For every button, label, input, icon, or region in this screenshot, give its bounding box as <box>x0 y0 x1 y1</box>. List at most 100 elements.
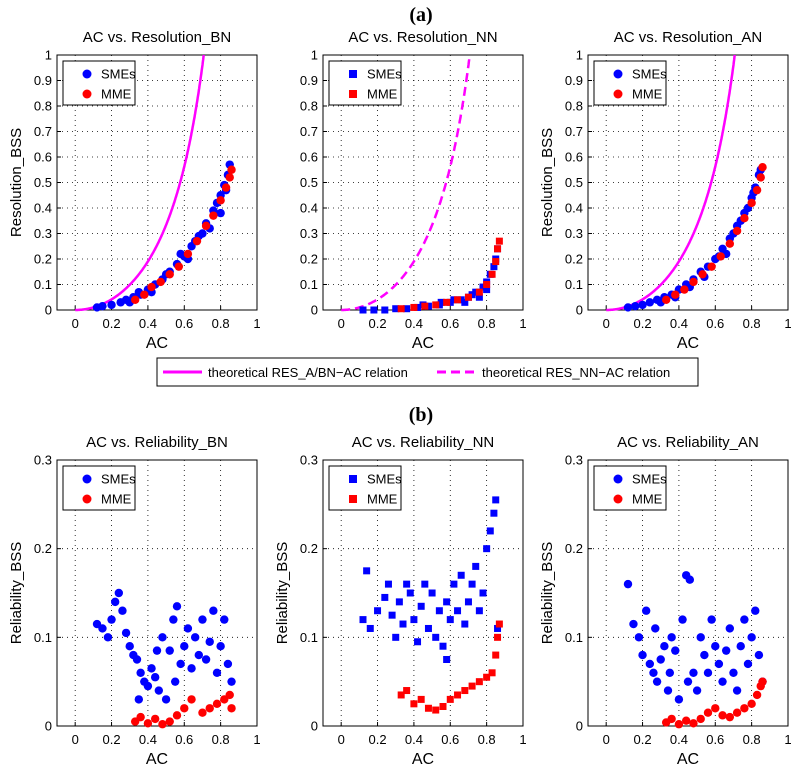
theory-legend-box <box>156 357 699 387</box>
data-point <box>143 719 153 728</box>
data-point <box>475 288 483 296</box>
y-tick-label: 0 <box>45 303 52 318</box>
data-point <box>198 229 207 238</box>
data-point <box>223 659 233 669</box>
data-point <box>490 263 498 271</box>
legend-box <box>593 60 667 106</box>
chart-legend: SMEs MME <box>593 465 667 511</box>
data-point <box>692 686 702 695</box>
data-point <box>439 702 447 710</box>
data-point <box>395 598 403 606</box>
data-point <box>752 690 762 700</box>
data-point <box>468 291 476 299</box>
legend-label: SMEs <box>367 67 402 82</box>
data-point <box>457 296 465 304</box>
x-axis-label: AC <box>146 751 168 768</box>
y-tick-label: 0.3 <box>300 453 318 468</box>
x-tick-label: 0.8 <box>478 316 496 331</box>
y-axis-label: Reliability_BSS <box>8 542 25 645</box>
data-point <box>667 714 676 724</box>
data-point <box>671 290 680 299</box>
data-point <box>696 714 705 724</box>
x-tick-label: 0.8 <box>212 316 230 331</box>
legend-marker <box>349 475 357 483</box>
legend-label: MME <box>101 87 132 102</box>
data-point <box>732 226 742 236</box>
data-point <box>486 527 494 535</box>
x-tick-label: 0.6 <box>706 316 724 331</box>
data-point <box>107 615 116 624</box>
x-tick-label: 0.8 <box>212 732 230 747</box>
data-point <box>700 650 709 660</box>
data-point <box>140 290 149 299</box>
legend-marker <box>613 474 623 484</box>
data-point <box>747 198 756 208</box>
series-mme <box>661 163 767 304</box>
data-point <box>725 624 735 633</box>
data-point <box>410 700 418 708</box>
x-tick-label: 0.4 <box>405 316 423 331</box>
y-tick-label: 0.8 <box>565 99 583 114</box>
data-point <box>703 708 713 717</box>
y-tick-label: 0.2 <box>34 541 52 556</box>
y-axis-label: Reliability_BSS <box>274 542 291 645</box>
x-tick-label: 0.8 <box>478 732 496 747</box>
data-point <box>711 704 720 713</box>
data-point <box>678 615 687 624</box>
data-point <box>192 236 202 246</box>
data-point <box>165 646 174 655</box>
data-point <box>136 712 145 722</box>
y-tick-label: 0.2 <box>34 252 52 267</box>
data-point <box>623 303 633 312</box>
y-axis-label: Resolution_BSS <box>8 128 25 237</box>
data-point <box>216 642 225 651</box>
data-point <box>227 165 236 174</box>
y-tick-label: 1 <box>45 48 52 63</box>
legend-box <box>328 60 402 106</box>
data-point <box>172 711 182 720</box>
data-point <box>417 695 425 703</box>
y-tick-label: 0.8 <box>300 99 318 114</box>
x-axis-label: AC <box>677 335 699 352</box>
x-tick-label: 1 <box>784 316 791 331</box>
data-point <box>205 704 214 713</box>
data-point <box>374 607 382 615</box>
legend-label: MME <box>632 87 663 102</box>
y-tick-label: 0.3 <box>565 226 583 241</box>
data-point <box>634 633 644 642</box>
chart-title: AC vs. Resolution_AN <box>614 29 762 46</box>
data-point <box>663 686 673 695</box>
data-point <box>403 687 411 695</box>
theory-legend-dashed-label: theoretical RES_NN−AC relation <box>482 365 670 380</box>
legend-marker <box>613 89 623 99</box>
data-point <box>399 620 407 628</box>
series-smes <box>92 588 236 704</box>
data-point <box>227 704 236 713</box>
data-point <box>381 593 389 601</box>
data-point <box>410 616 418 624</box>
data-point <box>172 602 182 611</box>
data-point <box>98 301 107 311</box>
data-point <box>437 298 445 306</box>
data-point <box>384 580 392 588</box>
data-point <box>174 262 184 271</box>
data-point <box>671 646 680 655</box>
data-point <box>468 580 476 588</box>
data-point <box>494 245 502 253</box>
data-point <box>656 655 665 664</box>
data-point <box>216 196 225 205</box>
y-tick-label: 0.5 <box>34 175 52 190</box>
data-point <box>152 646 162 655</box>
data-point <box>161 695 171 704</box>
data-point <box>696 633 705 642</box>
data-point <box>718 677 727 686</box>
data-point <box>736 642 745 651</box>
data-point <box>711 642 720 651</box>
data-point <box>201 655 211 664</box>
chart-3: 0 0.2 0.4 0.6 0.8 1 0 0.1 0.2 0.3 0.4 0.5 0.6 0.7 0.8 0… <box>539 29 792 352</box>
data-point <box>156 277 165 287</box>
data-point <box>661 295 671 304</box>
data-point <box>665 668 675 677</box>
data-point <box>689 668 698 677</box>
